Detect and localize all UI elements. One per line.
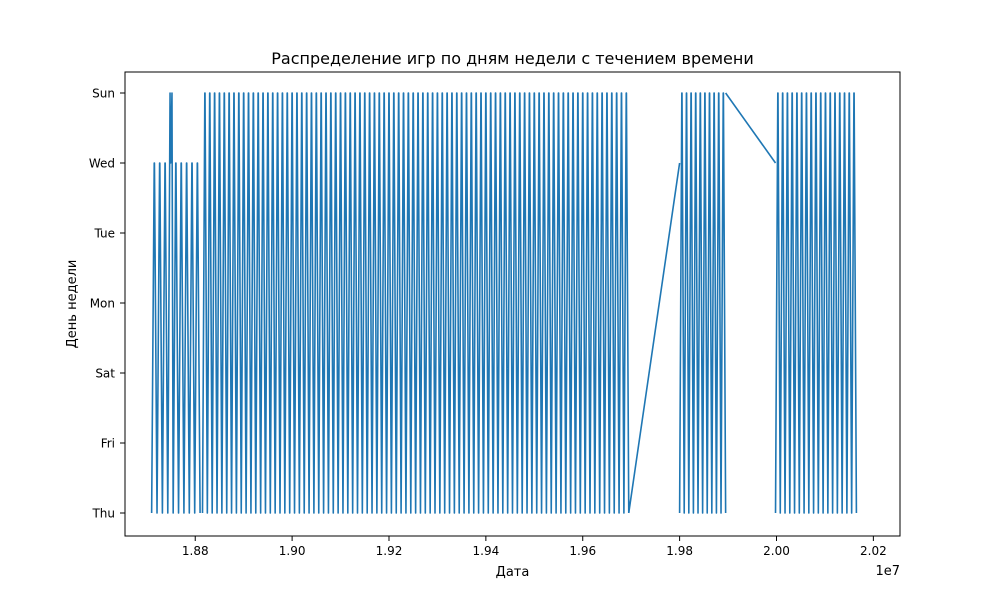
series-0-segment-2: [678, 92, 727, 514]
plot-area: [124, 71, 901, 537]
series-0-segment-3: [774, 92, 858, 514]
x-tick-label: 1.94: [473, 544, 500, 558]
y-tick-label: Thu: [91, 507, 115, 521]
x-tick-label: 1.98: [666, 544, 693, 558]
y-tick-label: Tue: [94, 227, 116, 241]
y-tick-label: Mon: [90, 297, 115, 311]
y-tick-label: Sat: [95, 367, 115, 381]
x-tick-label: 1.88: [182, 544, 209, 558]
x-tick-label: 2.00: [763, 544, 790, 558]
series-0-segment-0: [150, 92, 201, 514]
chart-title: Распределение игр по дням недели с течен…: [271, 49, 754, 68]
y-axis-ticks: Thu Fri Sat Mon Tue Wed Sun: [89, 87, 125, 521]
y-tick-label: Sun: [92, 87, 115, 101]
y-tick-label: Fri: [101, 437, 115, 451]
series-group: [150, 92, 858, 514]
x-tick-label: 2.02: [860, 544, 887, 558]
series-0-connector-1: [724, 92, 777, 164]
x-axis-offset-label: 1e7: [875, 564, 900, 579]
y-tick-label: Wed: [89, 157, 115, 171]
series-0-segment-1: [201, 92, 630, 514]
y-axis-label: День недели: [65, 260, 80, 349]
plot-frame: [124, 71, 901, 537]
series-0-connector-0: [627, 162, 681, 514]
x-tick-label: 1.92: [376, 544, 403, 558]
x-tick-label: 1.96: [569, 544, 596, 558]
x-axis-ticks: 1.88 1.90 1.92 1.94 1.96 1.98 2.00 2.02: [182, 536, 887, 558]
x-tick-label: 1.90: [279, 544, 306, 558]
x-axis-label: Дата: [496, 565, 530, 580]
